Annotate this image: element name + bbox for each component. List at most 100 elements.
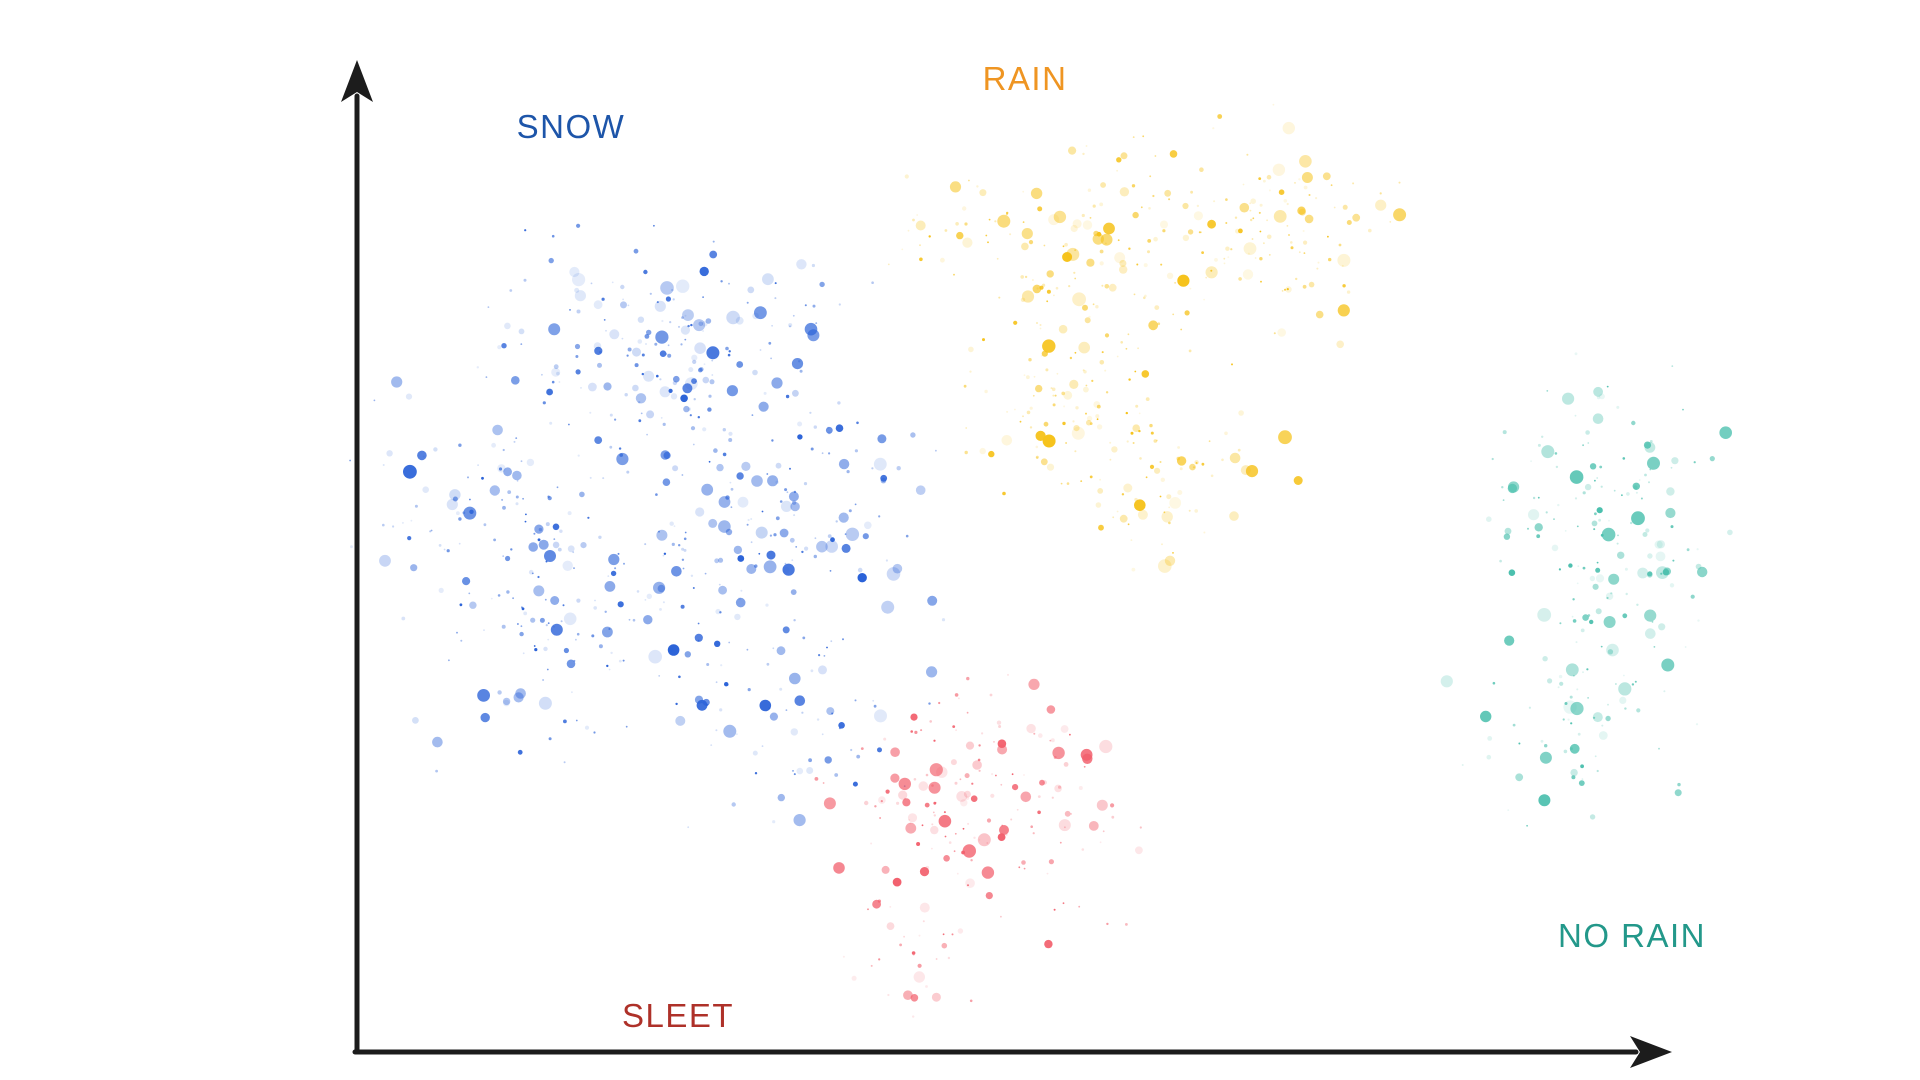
scatter-point: [588, 382, 597, 392]
scatter-point: [1593, 386, 1603, 397]
scatter-point: [1634, 680, 1637, 683]
scatter-point: [966, 711, 969, 714]
scatter-point: [712, 240, 715, 243]
scatter-point: [810, 669, 814, 673]
scatter-point: [1000, 915, 1002, 918]
scatter-point: [754, 772, 758, 775]
scatter-point: [1661, 658, 1675, 672]
scatter-point: [791, 500, 797, 505]
scatter-point: [1095, 305, 1099, 309]
scatter-point: [1078, 341, 1090, 354]
scatter-point: [683, 405, 690, 413]
scatter-point: [1672, 559, 1675, 562]
scatter-point: [656, 301, 659, 304]
scatter-point: [769, 712, 779, 721]
scatter-point: [1223, 257, 1226, 260]
scatter-point: [443, 548, 446, 551]
scatter-point: [730, 506, 733, 509]
scatter-point: [728, 282, 730, 285]
scatter-point: [1286, 288, 1289, 291]
scatter-point: [1138, 429, 1141, 433]
scatter-point: [403, 464, 417, 479]
scatter-point: [752, 369, 758, 376]
scatter-point: [654, 300, 666, 312]
scatter-point: [887, 993, 890, 997]
scatter-point: [831, 712, 834, 715]
scatter-point: [1130, 539, 1133, 541]
scatter-point: [1576, 688, 1579, 691]
scatter-point: [1051, 796, 1054, 799]
scatter-point: [1655, 551, 1666, 562]
scatter-point: [691, 354, 698, 361]
scatter-point: [1288, 234, 1290, 236]
scatter-point: [1049, 739, 1052, 742]
scatter-point: [856, 754, 861, 759]
scatter-point: [796, 767, 804, 775]
scatter-point: [1608, 573, 1620, 585]
scatter-point: [1016, 808, 1019, 811]
scatter-point: [1182, 202, 1189, 210]
scatter-point: [1644, 609, 1657, 622]
scatter-point: [830, 537, 835, 543]
scatter-point: [1622, 457, 1626, 460]
scatter-point: [795, 546, 798, 548]
scatter-point: [1132, 442, 1135, 444]
scatter-point: [1068, 285, 1071, 288]
scatter-point: [857, 567, 863, 573]
scatter-point: [563, 647, 570, 654]
scatter-point: [1285, 286, 1292, 293]
scatter-point: [1568, 563, 1573, 568]
scatter-point: [707, 407, 712, 412]
scatter-point: [1677, 782, 1681, 787]
scatter-point: [1154, 467, 1161, 474]
scatter-point: [1263, 242, 1265, 245]
scatter-point: [683, 537, 687, 541]
cluster-points-sleet: [814, 673, 1143, 1018]
scatter-point: [770, 357, 772, 360]
scatter-point: [728, 350, 731, 353]
scatter-point: [1260, 280, 1262, 283]
scatter-point: [1557, 503, 1560, 507]
scatter-point: [754, 306, 767, 320]
scatter-point: [567, 545, 575, 553]
scatter-point: [1607, 649, 1614, 655]
scatter-point: [503, 699, 510, 707]
scatter-point: [521, 606, 523, 609]
scatter-point: [593, 606, 597, 610]
scatter-point: [448, 659, 450, 662]
scatter-point: [627, 304, 630, 307]
scatter-point: [726, 385, 739, 397]
scatter-point: [682, 567, 685, 570]
scatter-point: [1515, 773, 1524, 782]
scatter-point: [825, 540, 838, 553]
scatter-point: [528, 542, 538, 552]
scatter-point: [1116, 157, 1122, 163]
scatter-point: [735, 733, 738, 736]
scatter-point: [910, 994, 919, 1002]
scatter-point: [698, 321, 704, 327]
scatter-point: [1623, 674, 1625, 677]
scatter-point: [563, 761, 566, 764]
scatter-point: [1131, 567, 1136, 572]
scatter-point: [1095, 414, 1100, 419]
scatter-point: [710, 744, 713, 746]
scatter-point: [949, 181, 962, 193]
scatter-point: [1304, 214, 1314, 224]
scatter-point: [606, 664, 609, 668]
scatter-point: [1580, 764, 1584, 769]
scatter-point: [512, 597, 514, 600]
scatter-point: [643, 370, 655, 382]
scatter-point: [1048, 214, 1060, 226]
scatter-point: [734, 613, 741, 621]
scatter-point: [1044, 939, 1053, 949]
scatter-point: [918, 934, 921, 937]
scatter-point: [598, 644, 603, 649]
scatter-point: [1693, 461, 1696, 464]
scatter-point: [1480, 710, 1492, 723]
scatter-point: [594, 436, 603, 444]
scatter-point: [940, 257, 945, 263]
scatter-point: [1042, 780, 1048, 785]
scatter-point: [1022, 190, 1025, 193]
scatter-point: [816, 718, 820, 721]
scatter-point: [1119, 187, 1130, 197]
